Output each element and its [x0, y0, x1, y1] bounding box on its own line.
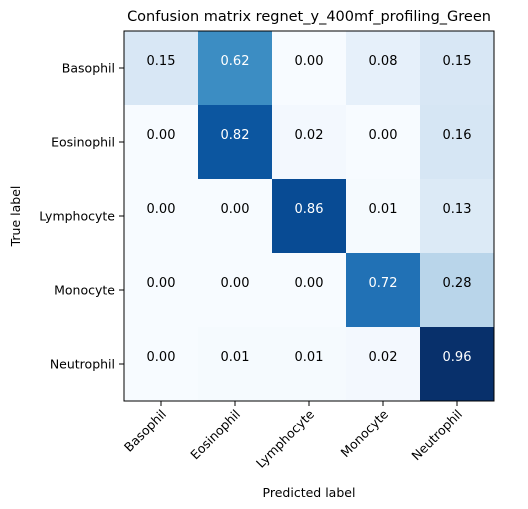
- y-tick-label: Basophil: [62, 61, 115, 76]
- cell-value-label: 0.15: [147, 54, 176, 69]
- cell-value-label: 0.16: [443, 128, 472, 143]
- heatmap-cell: [198, 327, 273, 402]
- cell-value-label: 0.62: [221, 54, 250, 69]
- y-tick-label: Eosinophil: [51, 135, 115, 150]
- heatmap-cell: [272, 179, 347, 254]
- x-axis-label: Predicted label: [263, 485, 356, 500]
- cell-value-label: 0.00: [147, 128, 176, 143]
- cell-value-label: 0.01: [369, 202, 398, 217]
- heatmap-cell: [346, 253, 421, 328]
- cell-value-label: 0.13: [443, 202, 472, 217]
- cell-value-label: 0.02: [369, 350, 398, 365]
- cell-value-label: 0.08: [369, 54, 398, 69]
- cell-value-label: 0.96: [443, 350, 472, 365]
- y-tick-label: Neutrophil: [50, 357, 115, 372]
- cell-value-label: 0.00: [221, 202, 250, 217]
- cell-value-label: 0.28: [443, 276, 472, 291]
- y-axis-ticks: Basophil Eosinophil Lymphocyte Monocyte Neut…: [39, 61, 124, 372]
- heatmap-cell: [346, 31, 421, 106]
- heatmap-cell: [346, 327, 421, 402]
- heatmap-cell: [124, 253, 199, 328]
- cell-value-label: 0.86: [295, 202, 324, 217]
- x-tick-label: Monocyte: [337, 406, 391, 460]
- cell-value-label: 0.00: [147, 202, 176, 217]
- heatmap-cells: 0.15 0.62 0.00 0.08 0.15 0.00 0.82 0.02 0.00 0.16…: [124, 31, 495, 402]
- cell-value-label: 0.00: [369, 128, 398, 143]
- y-axis-label: True label: [8, 186, 23, 248]
- cell-value-label: 0.00: [295, 54, 324, 69]
- heatmap-cell: [420, 179, 495, 254]
- cell-value-label: 0.82: [221, 128, 250, 143]
- y-tick-label: Monocyte: [54, 283, 115, 298]
- heatmap-cell: [124, 179, 199, 254]
- heatmap-cell: [346, 105, 421, 180]
- heatmap-cell: [124, 327, 199, 402]
- x-tick-label: Basophil: [121, 407, 169, 455]
- cell-value-label: 0.00: [147, 350, 176, 365]
- heatmap-cell: [198, 31, 273, 106]
- x-tick-label: Neutrophil: [408, 407, 465, 464]
- heatmap-cell: [420, 253, 495, 328]
- cell-value-label: 0.00: [221, 276, 250, 291]
- x-axis-ticks: Basophil Eosinophil Lymphocyte Monocyte Neut…: [121, 401, 465, 471]
- heatmap-cell: [272, 31, 347, 106]
- x-tick-label: Lymphocyte: [253, 406, 317, 470]
- heatmap-cell: [272, 105, 347, 180]
- cell-value-label: 0.02: [295, 128, 324, 143]
- heatmap-cell: [420, 105, 495, 180]
- chart-title: Confusion matrix regnet_y_400mf_profilin…: [127, 9, 491, 25]
- cell-value-label: 0.00: [295, 276, 324, 291]
- cell-value-label: 0.01: [295, 350, 324, 365]
- heatmap-cell: [198, 179, 273, 254]
- x-tick-label: Eosinophil: [187, 407, 243, 463]
- heatmap-cell: [272, 253, 347, 328]
- heatmap-cell: [124, 31, 199, 106]
- heatmap-cell: [198, 253, 273, 328]
- cell-value-label: 0.01: [221, 350, 250, 365]
- cell-value-label: 0.72: [369, 276, 398, 291]
- cell-value-label: 0.15: [443, 54, 472, 69]
- heatmap-cell: [346, 179, 421, 254]
- heatmap-cell: [272, 327, 347, 402]
- cell-value-label: 0.00: [147, 276, 176, 291]
- heatmap-cell: [198, 105, 273, 180]
- y-tick-label: Lymphocyte: [39, 209, 115, 224]
- heatmap-cell: [420, 31, 495, 106]
- heatmap-cell: [124, 105, 199, 180]
- heatmap-cell: [420, 327, 495, 402]
